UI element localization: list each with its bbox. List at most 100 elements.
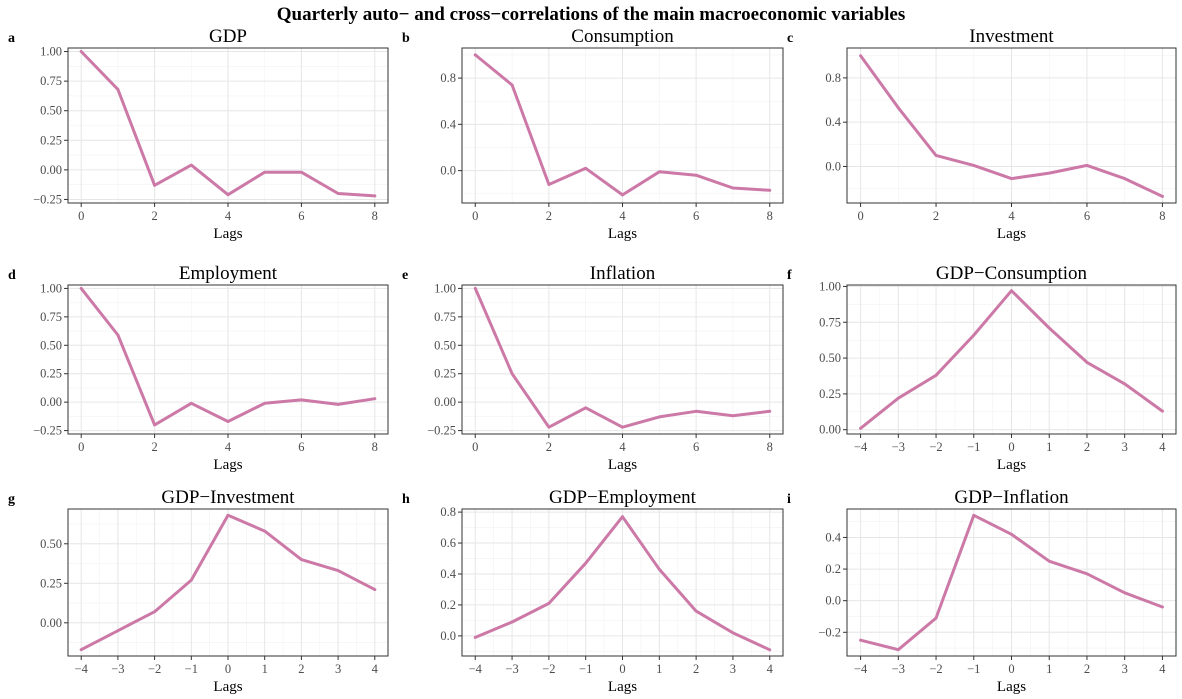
- x-tick-label: −4: [854, 440, 868, 454]
- data-point-a: [299, 170, 303, 174]
- data-point-b: [731, 186, 735, 190]
- data-point-i: [1010, 532, 1013, 536]
- data-point-f: [1085, 360, 1089, 364]
- x-tick-label: 2: [1084, 440, 1090, 454]
- data-point-i: [896, 648, 900, 652]
- data-point-e: [547, 425, 551, 429]
- y-tick-label: 0.75: [40, 74, 62, 88]
- data-point-g: [336, 569, 340, 573]
- data-point-f: [896, 396, 900, 400]
- x-tick-label: 4: [1008, 209, 1015, 223]
- x-tick-label: 8: [767, 209, 773, 223]
- y-tick-label: 0.75: [40, 310, 62, 324]
- panel-h: −4 −3 −2 −1 0 1 2 3 4 0.0 0.2 0.4 0.6 0.8 GDP−Employme…: [402, 487, 784, 695]
- data-point-d: [299, 398, 303, 402]
- panel-letter: g: [8, 492, 15, 507]
- x-axis-label: Lags: [997, 226, 1026, 242]
- x-tick-label: 2: [546, 440, 552, 454]
- y-tick-label: 0.25: [40, 133, 62, 147]
- x-tick-label: 0: [78, 209, 84, 223]
- y-tick-label: 0.4: [825, 115, 841, 129]
- data-point-g: [153, 610, 157, 614]
- y-tick-label: 0.0: [825, 159, 841, 173]
- y-tick-label: 0.25: [40, 576, 62, 590]
- data-point-h: [657, 567, 661, 571]
- data-point-h: [510, 620, 514, 624]
- data-point-h: [547, 601, 551, 605]
- panel-letter: i: [787, 492, 791, 507]
- x-axis-label: Lags: [213, 679, 242, 695]
- x-tick-label: 4: [1159, 662, 1166, 676]
- data-point-e: [694, 409, 698, 413]
- x-tick-label: 3: [730, 662, 736, 676]
- data-point-b: [547, 183, 551, 186]
- data-point-i: [1161, 605, 1164, 609]
- panel-title: Consumption: [571, 26, 674, 47]
- panel-title: GDP−Investment: [161, 487, 295, 508]
- data-point-a: [336, 192, 340, 195]
- data-point-g: [116, 629, 120, 633]
- data-point-c: [1047, 171, 1051, 175]
- x-tick-label: 8: [1159, 209, 1165, 223]
- data-point-c: [1010, 177, 1013, 181]
- data-point-h: [584, 561, 588, 565]
- y-tick-label: 1.00: [819, 279, 841, 293]
- data-point-f: [1161, 409, 1164, 413]
- data-point-b: [621, 193, 624, 197]
- panel-title: GDP−Consumption: [936, 263, 1088, 284]
- data-point-c: [859, 54, 862, 58]
- panel-letter: h: [402, 492, 410, 507]
- data-point-f: [859, 426, 862, 430]
- x-tick-label: −1: [967, 662, 980, 676]
- x-tick-label: 4: [225, 440, 232, 454]
- data-point-h: [694, 609, 698, 613]
- x-tick-label: 4: [372, 662, 379, 676]
- y-tick-label: 0.50: [40, 104, 62, 118]
- x-tick-label: −1: [967, 440, 980, 454]
- data-point-c: [934, 153, 938, 157]
- x-tick-label: 0: [857, 209, 863, 223]
- data-point-i: [859, 638, 862, 642]
- panel-c: 0 2 4 6 8 0.0 0.4 0.8 Investment c Lags: [787, 26, 1177, 242]
- x-tick-label: 3: [335, 662, 341, 676]
- x-axis-label: Lags: [608, 679, 637, 695]
- x-tick-label: 6: [693, 209, 699, 223]
- y-tick-label: 0.4: [440, 567, 456, 581]
- data-point-i: [934, 616, 938, 620]
- panel-d: 0 2 4 6 8 −0.25 0.00 0.25 0.50 0.75 1.00 Employment…: [8, 263, 389, 473]
- y-tick-label: 1.00: [434, 281, 456, 295]
- data-point-f: [934, 373, 938, 377]
- panel-letter: a: [8, 31, 15, 46]
- data-point-i: [1085, 572, 1089, 576]
- y-tick-label: 0.50: [40, 338, 62, 352]
- x-tick-label: −3: [111, 662, 124, 676]
- y-tick-label: 0.00: [819, 423, 841, 437]
- data-point-e: [510, 372, 514, 376]
- y-tick-label: −0.25: [33, 192, 62, 206]
- x-tick-label: −4: [854, 662, 868, 676]
- x-tick-label: −3: [505, 662, 518, 676]
- y-tick-label: 0.2: [825, 562, 841, 576]
- y-tick-label: 0.50: [40, 537, 62, 551]
- data-point-d: [226, 420, 230, 423]
- y-tick-label: 0.8: [440, 71, 456, 85]
- data-point-h: [473, 636, 477, 639]
- y-tick-label: 0.2: [440, 598, 456, 612]
- x-tick-label: 2: [693, 662, 699, 676]
- x-tick-label: 8: [372, 440, 378, 454]
- x-tick-label: −3: [892, 662, 905, 676]
- y-tick-label: 0.0: [440, 629, 456, 643]
- data-point-f: [972, 333, 976, 337]
- x-tick-label: 8: [767, 440, 773, 454]
- y-tick-label: 0.75: [819, 315, 841, 329]
- data-point-g: [189, 578, 193, 582]
- x-tick-label: 0: [225, 662, 231, 676]
- data-point-h: [731, 631, 735, 635]
- y-tick-label: 0.4: [440, 117, 456, 131]
- data-point-i: [1123, 591, 1127, 595]
- data-point-c: [972, 163, 976, 167]
- x-axis-label: Lags: [213, 457, 242, 473]
- x-tick-label: 0: [1008, 662, 1014, 676]
- x-tick-label: 2: [298, 662, 304, 676]
